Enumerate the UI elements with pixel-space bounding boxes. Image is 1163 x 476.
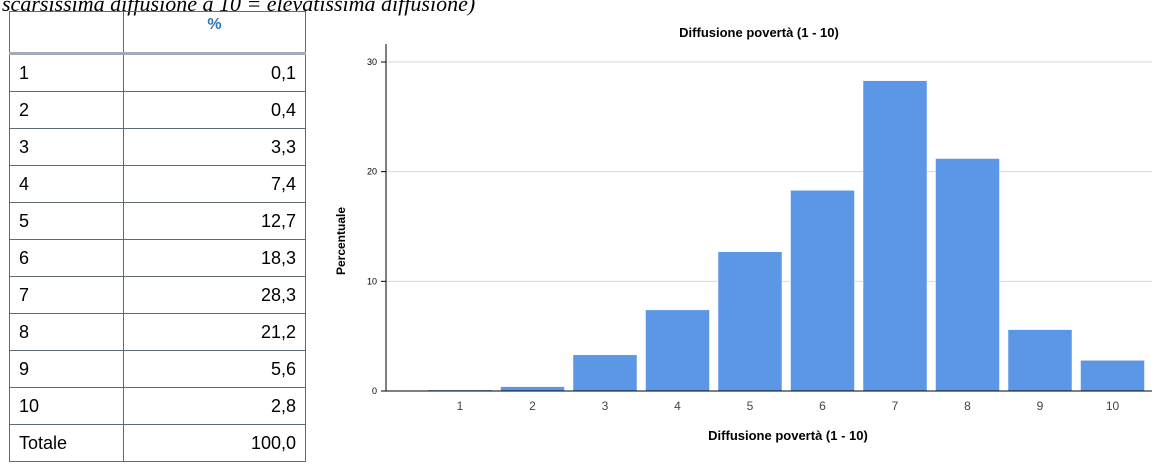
row-label: 4 [9,165,124,203]
table-row: 1 0,1 [9,53,306,92]
row-value: 2,8 [123,387,306,425]
row-value: 3,3 [123,128,306,166]
y-tick-label: 30 [367,57,377,67]
y-tick-label: 20 [367,167,377,177]
x-tick-label: 3 [602,399,609,413]
table-row: 8 21,2 [9,313,306,351]
bar-7 [862,80,928,392]
x-tick-label: 7 [892,399,899,413]
bar-9 [1007,329,1073,392]
table-row: 10 2,8 [9,387,306,425]
row-label: 9 [9,350,124,388]
y-tick-label: 10 [367,276,377,286]
table-row: 7 28,3 [9,276,306,314]
table-row: 3 3,3 [9,128,306,166]
row-label: 5 [9,202,124,240]
row-value: 28,3 [123,276,306,314]
row-label: 8 [9,313,124,351]
row-value: 100,0 [123,424,306,462]
table-row: 4 7,4 [9,165,306,203]
chart-title: Diffusione povertà (1 - 10) [679,25,839,40]
table-row: 5 12,7 [9,202,306,240]
row-value: 0,1 [123,53,306,92]
bar-6 [790,190,855,392]
row-value: 12,7 [123,202,306,240]
row-value: 21,2 [123,313,306,351]
x-tick-label: 9 [1037,399,1044,413]
row-label: 7 [9,276,124,314]
row-label: 2 [9,91,124,129]
table-row-total: Totale 100,0 [9,424,306,462]
x-tick-label: 8 [964,399,971,413]
x-tick-label: 6 [819,399,826,413]
table-header-percent: % [123,11,306,55]
bar-5 [717,251,783,392]
table-row: 2 0,4 [9,91,306,129]
table-header-label [9,11,124,55]
x-tick-label: 1 [457,399,464,413]
row-value: 5,6 [123,350,306,388]
row-label: 3 [9,128,124,166]
table-row: 6 18,3 [9,239,306,277]
bar-4 [645,309,710,392]
row-label: Totale [9,424,124,462]
y-tick-label: 0 [372,386,377,396]
bar-chart: Diffusione povertà (1 - 10) Percentuale … [334,25,1152,443]
row-value: 0,4 [123,91,306,129]
table-header-row: % [9,11,306,55]
bar-3 [572,354,638,392]
row-label: 1 [9,53,124,92]
x-tick-label: 10 [1106,399,1120,413]
row-value: 18,3 [123,239,306,277]
bar-2 [500,386,565,392]
x-tick-label: 2 [529,399,536,413]
frequency-table: % 1 0,1 2 0,4 3 3,3 4 7,4 5 12,7 6 18,3 7 28,3 … [9,11,306,462]
x-tick-label: 5 [747,399,754,413]
row-value: 7,4 [123,165,306,203]
row-label: 6 [9,239,124,277]
row-label: 10 [9,387,124,425]
table-row: 9 5,6 [9,350,306,388]
bar-8 [935,158,1000,392]
bar-10 [1080,360,1145,392]
y-axis-label: Percentuale [334,207,348,275]
x-tick-label: 4 [674,399,681,413]
x-axis-label: Diffusione povertà (1 - 10) [708,428,868,443]
